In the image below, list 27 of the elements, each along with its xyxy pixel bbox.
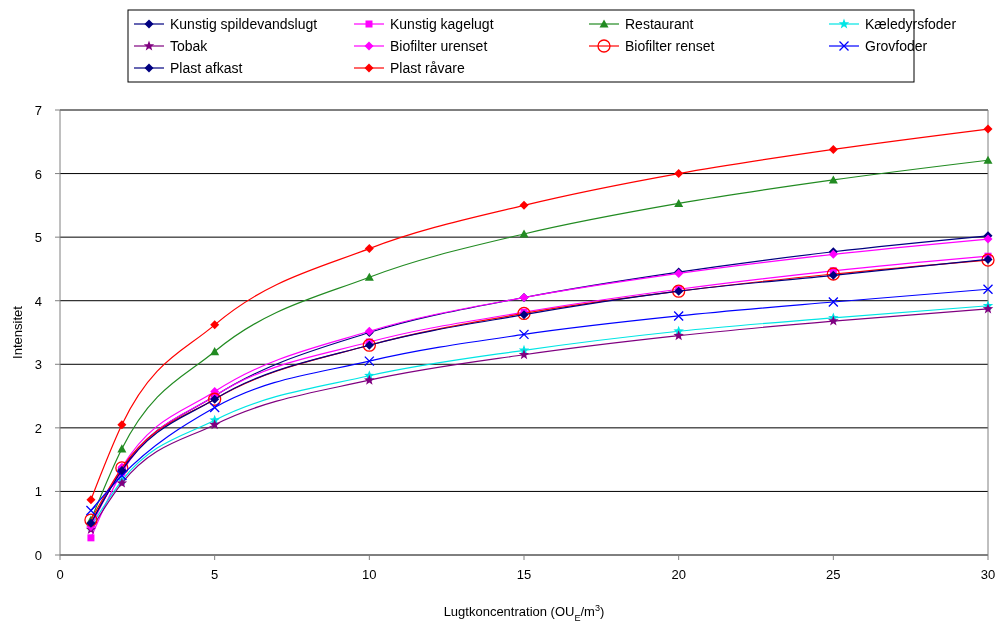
x-tick-label: 5 — [211, 567, 219, 582]
legend-label: Kunstig kagelugt — [390, 16, 494, 32]
y-tick-label: 7 — [34, 103, 42, 118]
y-tick-label: 6 — [34, 166, 42, 182]
y-tick-label: 2 — [34, 420, 42, 436]
legend-label: Kæledyrsfoder — [865, 16, 957, 32]
y-tick-label: 1 — [34, 484, 42, 500]
x-tick-label: 15 — [516, 567, 532, 582]
legend-label: Plast råvare — [390, 60, 465, 76]
y-tick-label: 0 — [34, 548, 42, 563]
legend-label: Plast afkast — [170, 60, 243, 76]
y-tick-label: 3 — [34, 357, 42, 373]
x-tick-label: 0 — [56, 567, 64, 582]
y-tick-label: 4 — [34, 293, 42, 309]
legend-label: Restaurant — [625, 16, 694, 32]
y-tick-label: 5 — [34, 230, 42, 246]
x-tick-label: 20 — [671, 567, 686, 582]
x-tick-label: 10 — [362, 567, 377, 582]
legend-label: Tobak — [170, 38, 209, 54]
x-axis-title: Lugtkoncentration (OU$_{E}$/m$^{3}$) — [443, 603, 605, 623]
legend-label: Biofilter renset — [625, 38, 715, 54]
y-axis-title: Intensitet — [10, 305, 25, 359]
legend-label: Kunstig spildevandslugt — [170, 16, 318, 32]
x-tick-label: 25 — [826, 567, 841, 582]
legend-label: Grovfoder — [865, 38, 928, 54]
x-tick-label: 30 — [980, 567, 996, 582]
legend-label: Biofilter urenset — [390, 38, 488, 54]
